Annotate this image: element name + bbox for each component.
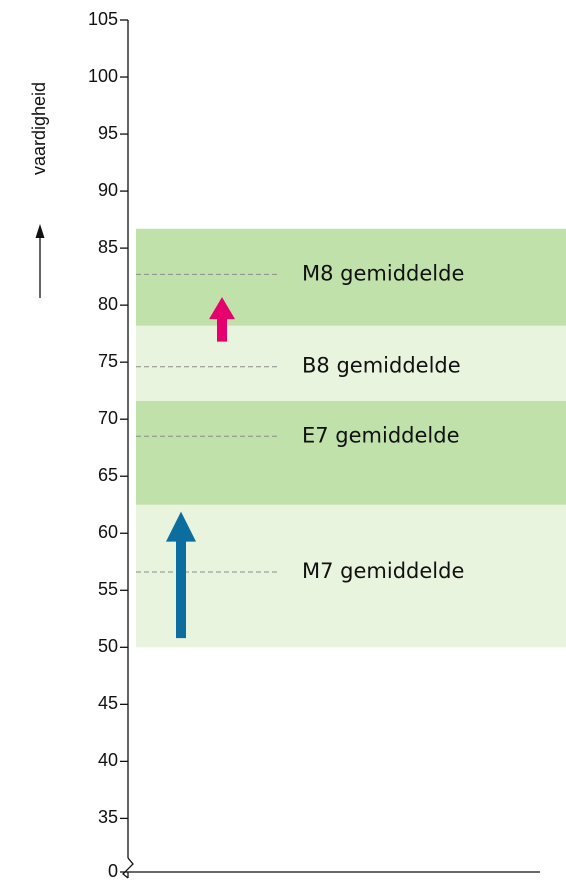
band: [136, 228, 566, 326]
arrow-head: [35, 224, 45, 238]
y-tick-label: 90: [98, 180, 118, 200]
y-tick-label: 40: [98, 750, 118, 770]
band-label: M7 gemiddelde: [302, 559, 464, 583]
y-tick-label: 55: [98, 579, 118, 599]
y-tick-label: 75: [98, 351, 118, 371]
band: [136, 400, 566, 505]
y-axis-label: vaardigheid: [29, 82, 49, 175]
band-label: M8 gemiddelde: [302, 261, 464, 285]
y-tick-label: 50: [98, 636, 118, 656]
y-tick-label: 85: [98, 237, 118, 257]
y-tick-label: 35: [98, 807, 118, 827]
axis: 0 35 40 45 50 55 60 65 70 75 80 85 90 95 100 105: [88, 9, 540, 881]
y-tick-label: 80: [98, 294, 118, 314]
y-tick-label: 45: [98, 693, 118, 713]
band-label: B8 gemiddelde: [302, 354, 461, 378]
arrow: [166, 511, 196, 639]
y-tick-label: 65: [98, 465, 118, 485]
bands: M7 gemiddelde E7 gemiddelde B8 gemiddelde M…: [136, 228, 566, 648]
y-tick-label: 95: [98, 123, 118, 143]
band: [136, 504, 566, 648]
y-tick-label: 0: [108, 861, 118, 881]
y-axis-arrow: [35, 224, 45, 298]
y-tick-label: 70: [98, 408, 118, 428]
y-tick-label: 60: [98, 522, 118, 542]
axis-break: [122, 857, 134, 879]
band: [136, 325, 566, 401]
y-tick-label: 105: [88, 9, 118, 29]
arrow: [209, 297, 235, 342]
y-tick-label: 100: [88, 66, 118, 86]
band-label: E7 gemiddelde: [302, 423, 460, 447]
